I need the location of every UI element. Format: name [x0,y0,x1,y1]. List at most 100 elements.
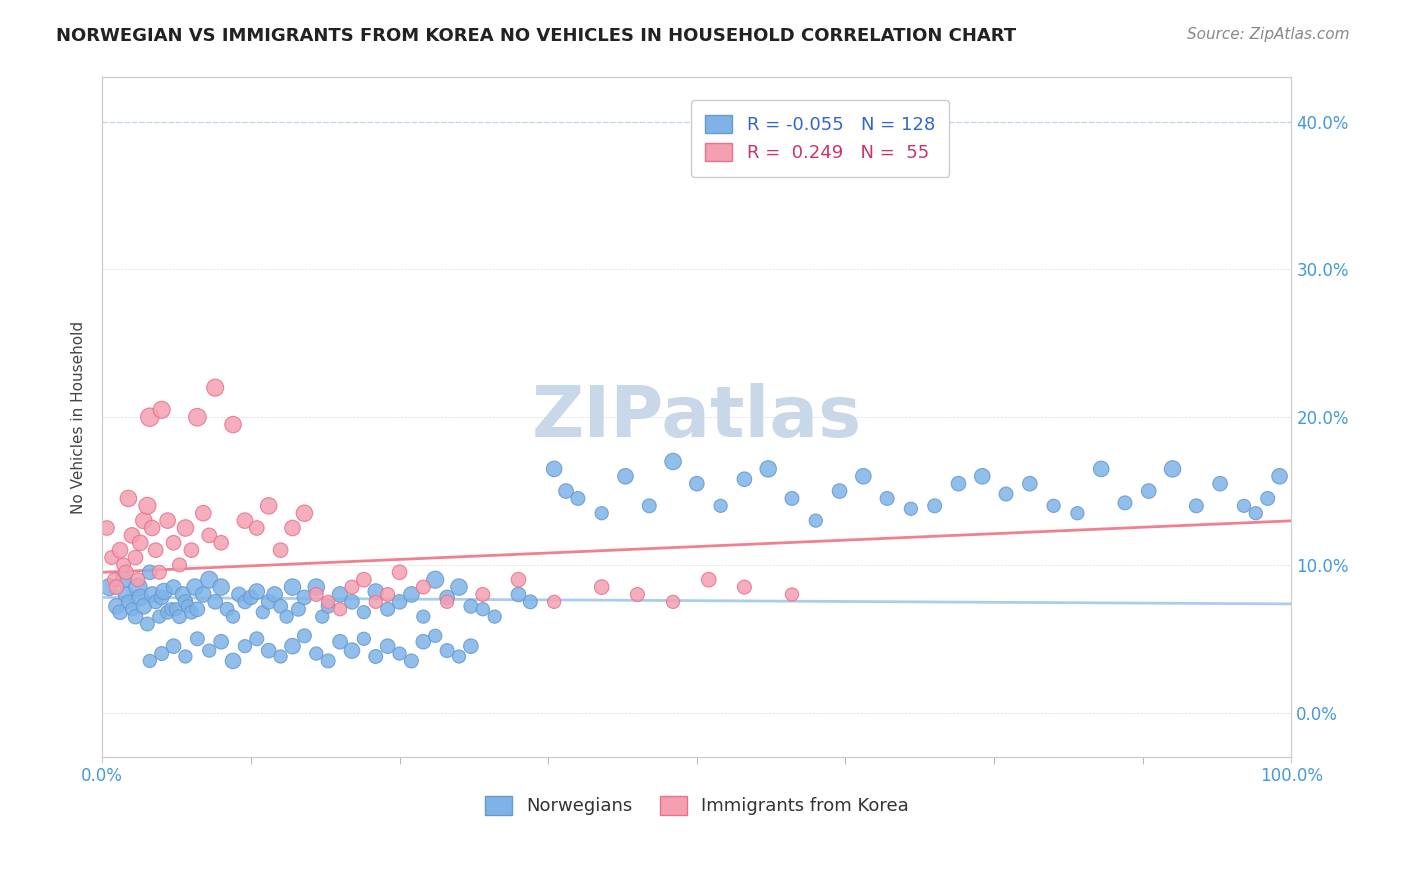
Point [103,573,125,587]
Point [388,595,411,609]
Point [329,587,352,601]
Point [340,595,363,609]
Point [105,599,128,614]
Point [412,609,434,624]
Point [180,605,202,619]
Point [972,469,994,483]
Point [876,491,898,506]
Point [281,580,304,594]
Point [591,506,613,520]
Point [121,602,143,616]
Point [292,506,315,520]
Point [697,573,720,587]
Point [124,609,146,624]
Point [96,521,118,535]
Point [204,595,226,609]
Point [425,573,447,587]
Point [209,580,232,594]
Point [148,566,170,580]
Point [136,617,159,632]
Text: NORWEGIAN VS IMMIGRANTS FROM KOREA NO VEHICLES IN HOUSEHOLD CORRELATION CHART: NORWEGIAN VS IMMIGRANTS FROM KOREA NO VE… [56,27,1017,45]
Point [172,587,194,601]
Point [543,462,565,476]
Point [174,595,197,609]
Point [276,609,298,624]
Point [471,587,494,601]
Point [1233,499,1256,513]
Point [1257,491,1279,506]
Point [132,599,155,614]
Point [162,580,184,594]
Point [186,602,208,616]
Point [828,484,851,499]
Point [186,632,208,646]
Point [412,634,434,648]
Point [108,543,131,558]
Point [217,602,239,616]
Point [1185,499,1208,513]
Point [484,609,506,624]
Point [447,580,470,594]
Point [756,462,779,476]
Point [662,595,685,609]
Point [1244,506,1267,520]
Point [316,595,339,609]
Point [162,535,184,549]
Point [139,410,162,425]
Point [184,580,207,594]
Point [193,587,215,601]
Point [924,499,946,513]
Point [281,639,304,653]
Point [1042,499,1064,513]
Point [270,543,292,558]
Point [112,573,135,587]
Point [401,587,423,601]
Point [543,595,565,609]
Point [117,595,139,609]
Point [1268,469,1291,483]
Text: ZIPatlas: ZIPatlas [531,383,862,451]
Point [239,591,262,605]
Point [141,587,163,601]
Point [98,580,121,594]
Point [162,639,184,653]
Point [591,580,613,594]
Point [412,580,434,594]
Point [139,654,162,668]
Point [287,602,309,616]
Point [425,629,447,643]
Point [233,514,256,528]
Point [257,595,280,609]
Point [377,639,399,653]
Point [209,535,232,549]
Point [139,566,162,580]
Point [1161,462,1184,476]
Point [733,580,755,594]
Point [377,587,399,601]
Point [353,605,375,619]
Point [1209,476,1232,491]
Point [246,584,269,599]
Point [246,632,269,646]
Point [145,543,167,558]
Point [198,528,221,542]
Point [105,580,128,594]
Point [222,417,245,432]
Point [127,573,149,587]
Point [209,634,232,648]
Point [292,629,315,643]
Point [124,550,146,565]
Point [447,649,470,664]
Point [174,521,197,535]
Point [305,580,328,594]
Point [112,558,135,572]
Point [436,595,458,609]
Point [150,402,173,417]
Point [270,599,292,614]
Legend: Norwegians, Immigrants from Korea: Norwegians, Immigrants from Korea [478,789,917,822]
Point [180,543,202,558]
Point [156,605,179,619]
Point [150,647,173,661]
Point [638,499,661,513]
Point [852,469,875,483]
